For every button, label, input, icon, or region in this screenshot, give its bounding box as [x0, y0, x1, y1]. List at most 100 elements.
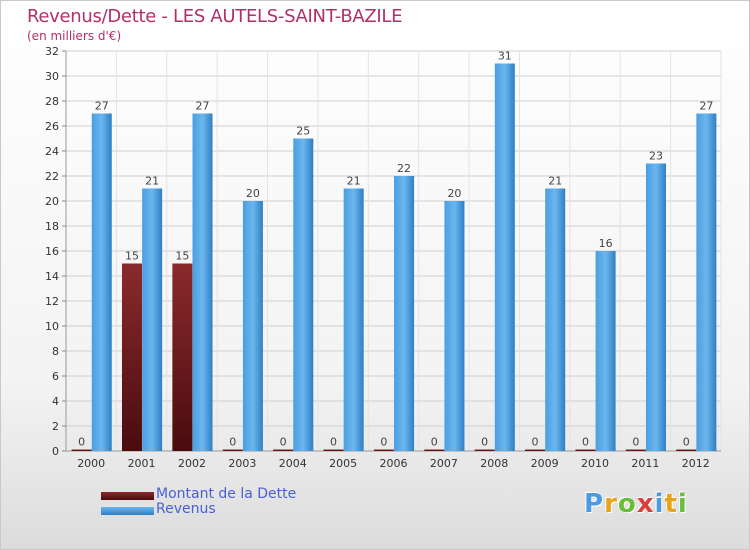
- data-label-revenue: 31: [498, 50, 512, 63]
- data-label-debt: 0: [229, 436, 236, 449]
- chart-title: Revenus/Dette - LES AUTELS-SAINT-BAZILE: [27, 6, 403, 27]
- legend-label-revenue: Revenus: [156, 501, 216, 517]
- bar-revenue: [444, 201, 465, 451]
- data-label-debt: 15: [175, 250, 189, 263]
- x-tick-label: 2010: [581, 457, 609, 470]
- y-tick-label: 20: [45, 195, 59, 208]
- bar-debt: [71, 449, 92, 451]
- gridlines: [65, 50, 722, 451]
- bar-debt: [222, 449, 243, 451]
- data-label-debt: 0: [532, 436, 539, 449]
- x-tick-label: 2002: [178, 457, 206, 470]
- logo-letter: x: [636, 489, 655, 519]
- bars: [71, 63, 717, 451]
- bar-revenue: [545, 188, 566, 451]
- y-tick-label: 24: [45, 145, 59, 158]
- logo-letter: r: [604, 489, 618, 519]
- logo-letter: o: [617, 489, 637, 519]
- data-label-revenue: 21: [145, 175, 159, 188]
- x-tick-label: 2008: [480, 457, 508, 470]
- y-tick-label: 30: [45, 70, 59, 83]
- x-tick-label: 2009: [531, 457, 559, 470]
- bar-revenue: [595, 251, 616, 451]
- bar-revenue: [91, 113, 112, 451]
- y-tick-label: 28: [45, 95, 59, 108]
- y-tick-label: 4: [52, 395, 59, 408]
- bar-debt: [676, 449, 697, 451]
- data-label-revenue: 21: [548, 175, 562, 188]
- data-label-revenue: 16: [599, 237, 613, 250]
- data-label-debt: 0: [280, 436, 287, 449]
- legend-swatch-revenue: [101, 507, 154, 515]
- bar-revenue: [242, 201, 263, 451]
- data-label-debt: 0: [380, 436, 387, 449]
- x-tick-label: 2011: [631, 457, 659, 470]
- data-label-revenue: 25: [296, 125, 310, 138]
- bar-debt: [172, 263, 193, 451]
- data-label-revenue: 23: [649, 150, 663, 163]
- data-label-debt: 0: [481, 436, 488, 449]
- y-tick-label: 8: [52, 345, 59, 358]
- y-tick-label: 26: [45, 120, 59, 133]
- data-label-revenue: 20: [447, 187, 461, 200]
- data-label-revenue: 20: [246, 187, 260, 200]
- x-tick-label: 2006: [380, 457, 408, 470]
- y-tick-label: 22: [45, 170, 59, 183]
- data-label-debt: 0: [582, 436, 589, 449]
- bar-debt: [323, 449, 344, 451]
- data-label-debt: 15: [125, 250, 139, 263]
- data-label-debt: 0: [632, 436, 639, 449]
- bar-debt: [525, 449, 546, 451]
- bar-revenue: [645, 163, 666, 451]
- y-tick-label: 32: [45, 45, 59, 58]
- data-label-debt: 0: [683, 436, 690, 449]
- y-tick-label: 16: [45, 245, 59, 258]
- bar-debt: [625, 449, 646, 451]
- x-tick-label: 2005: [329, 457, 357, 470]
- data-label-debt: 0: [431, 436, 438, 449]
- data-label-revenue: 27: [196, 100, 210, 113]
- data-label-revenue: 21: [347, 175, 361, 188]
- x-tick-label: 2007: [430, 457, 458, 470]
- bar-revenue: [192, 113, 213, 451]
- bar-debt: [373, 449, 394, 451]
- x-tick-label: 2001: [128, 457, 156, 470]
- proxiti-logo: Proxiti: [584, 489, 688, 519]
- data-label-revenue: 27: [95, 100, 109, 113]
- y-tick-label: 14: [45, 270, 59, 283]
- chart-subtitle: (en milliers d'€): [27, 29, 122, 43]
- y-tick-label: 2: [52, 420, 59, 433]
- data-label-debt: 0: [330, 436, 337, 449]
- y-tick-label: 18: [45, 220, 59, 233]
- x-tick-label: 2012: [682, 457, 710, 470]
- data-labels: 0 27 15 21 15 27 0 20 0 25 0 21 0 22 0 20 0 31 0 21 0 16 0 23 0 2…: [78, 50, 713, 449]
- bar-revenue: [696, 113, 717, 451]
- data-label-revenue: 22: [397, 162, 411, 175]
- bar-revenue: [142, 188, 163, 451]
- x-tick-label: 2003: [228, 457, 256, 470]
- bar-revenue: [343, 188, 364, 451]
- y-tick-label: 6: [52, 370, 59, 383]
- logo-letter: P: [584, 489, 605, 519]
- x-tick-label: 2004: [279, 457, 307, 470]
- data-label-revenue: 27: [699, 100, 713, 113]
- bar-revenue: [494, 63, 515, 451]
- y-tick-label: 0: [52, 445, 59, 458]
- logo-letter: t: [664, 489, 678, 519]
- bar-debt: [273, 449, 294, 451]
- y-tick-label: 10: [45, 320, 59, 333]
- x-tick-label: 2000: [77, 457, 105, 470]
- bar-debt: [575, 449, 596, 451]
- bar-revenue: [394, 176, 415, 451]
- data-label-debt: 0: [78, 436, 85, 449]
- bar-debt: [424, 449, 445, 451]
- y-tick-label: 12: [45, 295, 59, 308]
- legend-label-debt: Montant de la Dette: [156, 486, 297, 502]
- bar-debt: [121, 263, 142, 451]
- legend-swatch-debt: [101, 492, 154, 500]
- logo-letter: i: [654, 489, 665, 519]
- bar-debt: [474, 449, 495, 451]
- bar-revenue: [293, 138, 314, 451]
